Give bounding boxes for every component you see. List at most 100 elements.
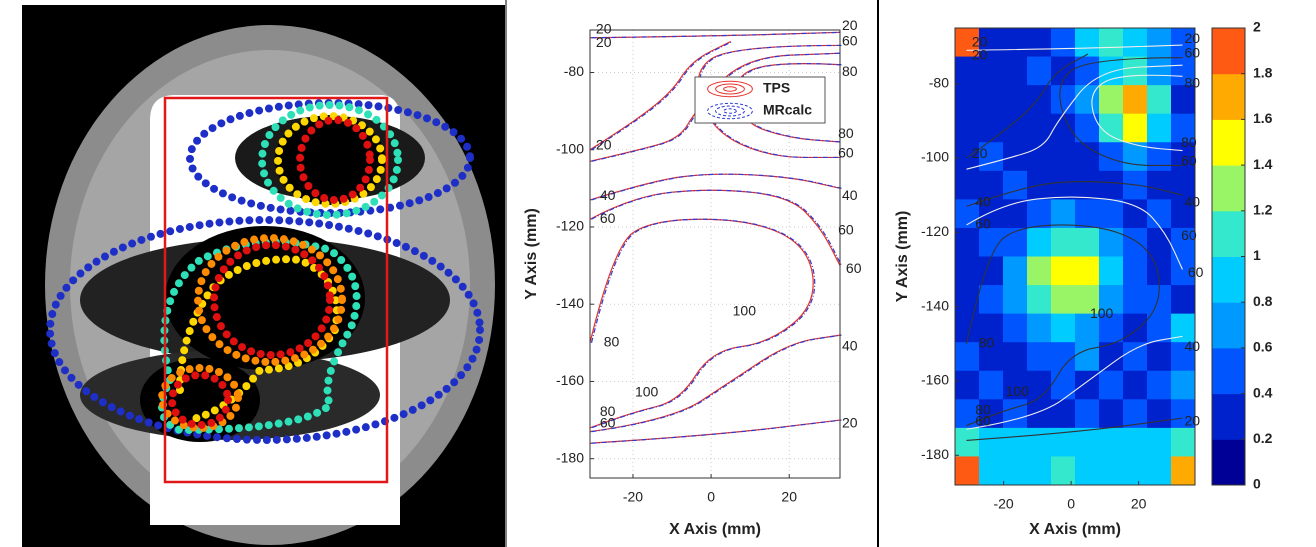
heat-cell <box>1099 85 1124 114</box>
contour-label: 20 <box>972 145 988 161</box>
figure: -20020-80-100-120-140-160-180X Axis (mm)… <box>0 0 1316 547</box>
heat-cell <box>1051 28 1076 57</box>
heat-cell <box>1099 456 1124 485</box>
heat-cell <box>1075 28 1100 57</box>
heat-cell <box>1003 85 1028 114</box>
legend-label: MRcalc <box>763 102 812 118</box>
heat-cell <box>1051 456 1076 485</box>
heat-cell <box>955 371 980 400</box>
heat-cell <box>1051 199 1076 228</box>
heat-cell <box>955 428 980 457</box>
heat-cell <box>1027 399 1052 428</box>
x-axis-label: X Axis (mm) <box>1029 521 1121 538</box>
heat-cell <box>1027 199 1052 228</box>
y-axis-label: Y Axis (mm) <box>523 208 540 300</box>
x-tick-label: 0 <box>707 489 715 505</box>
y-tick-label: -180 <box>921 446 949 462</box>
colorbar-swatch <box>1212 257 1245 303</box>
contour-label: 80 <box>604 334 620 350</box>
heat-cell <box>1099 371 1124 400</box>
colorbar-tick-label: 1.4 <box>1253 156 1273 172</box>
contour-label: 40 <box>975 193 991 209</box>
heat-cell <box>1123 428 1148 457</box>
colorbar-tick-label: 1 <box>1253 247 1261 263</box>
y-tick-label: -100 <box>556 140 584 156</box>
contour-line <box>592 32 842 37</box>
heat-cell <box>1099 428 1124 457</box>
contour-label: 60 <box>838 144 854 160</box>
contour-label: 60 <box>1181 227 1197 243</box>
y-tick-label: -160 <box>921 372 949 388</box>
x-tick-label: 0 <box>1067 496 1075 512</box>
colorbar-tick-label: 1.6 <box>1253 110 1273 126</box>
heat-cell <box>1147 342 1172 371</box>
contour-label: 60 <box>600 210 616 226</box>
heat-cell <box>1051 228 1076 257</box>
colorbar-swatch <box>1212 348 1245 394</box>
x-axis-label: X Axis (mm) <box>669 521 761 538</box>
contour-label: 60 <box>1185 45 1201 61</box>
colorbar-swatch <box>1212 394 1245 440</box>
contour-label: 100 <box>1006 383 1030 399</box>
contour-label: 80 <box>838 125 854 141</box>
heat-cell <box>1027 257 1052 286</box>
heat-cell <box>1051 257 1076 286</box>
colorbar-swatch <box>1212 302 1245 348</box>
heat-cell <box>1075 228 1100 257</box>
heat-cell <box>979 114 1004 143</box>
heat-cell <box>1171 428 1196 457</box>
heat-cell <box>955 114 980 143</box>
heat-cell <box>979 371 1004 400</box>
contour-label: 80 <box>842 63 858 79</box>
heat-cell <box>1123 285 1148 314</box>
heat-cell <box>1075 257 1100 286</box>
contour-line <box>590 219 813 428</box>
heat-cell <box>1003 285 1028 314</box>
contour-label: 40 <box>1185 338 1201 354</box>
y-axis-label: Y Axis (mm) <box>894 211 911 303</box>
heat-cell <box>955 257 980 286</box>
heat-cell <box>1027 85 1052 114</box>
heat-cell <box>1051 285 1076 314</box>
colorbar-tick-label: 0.4 <box>1253 384 1273 400</box>
colorbar-tick-label: 0.8 <box>1253 293 1273 309</box>
heat-cell <box>1099 257 1124 286</box>
y-tick-label: -100 <box>921 149 949 165</box>
heat-cell <box>1123 114 1148 143</box>
heat-cell <box>1099 171 1124 200</box>
heat-cell <box>1147 199 1172 228</box>
heat-cell <box>1123 228 1148 257</box>
contour-label: 40 <box>1185 193 1201 209</box>
y-tick-label: -160 <box>556 372 584 388</box>
contour-label: 60 <box>842 32 858 48</box>
heat-cell <box>979 456 1004 485</box>
y-tick-label: -120 <box>556 218 584 234</box>
heat-cell <box>1171 456 1196 485</box>
heat-cell <box>1123 456 1148 485</box>
heat-cell <box>1099 228 1124 257</box>
heat-cell <box>1075 199 1100 228</box>
heat-cell <box>1027 371 1052 400</box>
heat-cell <box>1147 428 1172 457</box>
x-tick-label: -20 <box>623 489 643 505</box>
heat-cell <box>1075 399 1100 428</box>
colorbar-swatch <box>1212 165 1245 211</box>
colorbar-tick-label: 2 <box>1253 19 1261 35</box>
heat-cell <box>1147 371 1172 400</box>
contour-line <box>590 174 840 200</box>
y-tick-label: -120 <box>921 223 949 239</box>
heat-cell <box>1003 28 1028 57</box>
heat-cell <box>1051 399 1076 428</box>
y-tick-label: -80 <box>929 74 949 90</box>
contour-label: 20 <box>1185 30 1201 46</box>
colorbar-tick-label: 1.2 <box>1253 202 1273 218</box>
contour-label: 40 <box>600 187 616 203</box>
heat-cell <box>1147 28 1172 57</box>
contour-label: 40 <box>842 187 858 203</box>
heat-cell <box>1147 399 1172 428</box>
heat-cell <box>1147 85 1172 114</box>
heat-cell <box>979 428 1004 457</box>
heat-cell <box>1099 142 1124 171</box>
contour-label: 60 <box>846 260 862 276</box>
contour-label: 20 <box>596 34 612 50</box>
